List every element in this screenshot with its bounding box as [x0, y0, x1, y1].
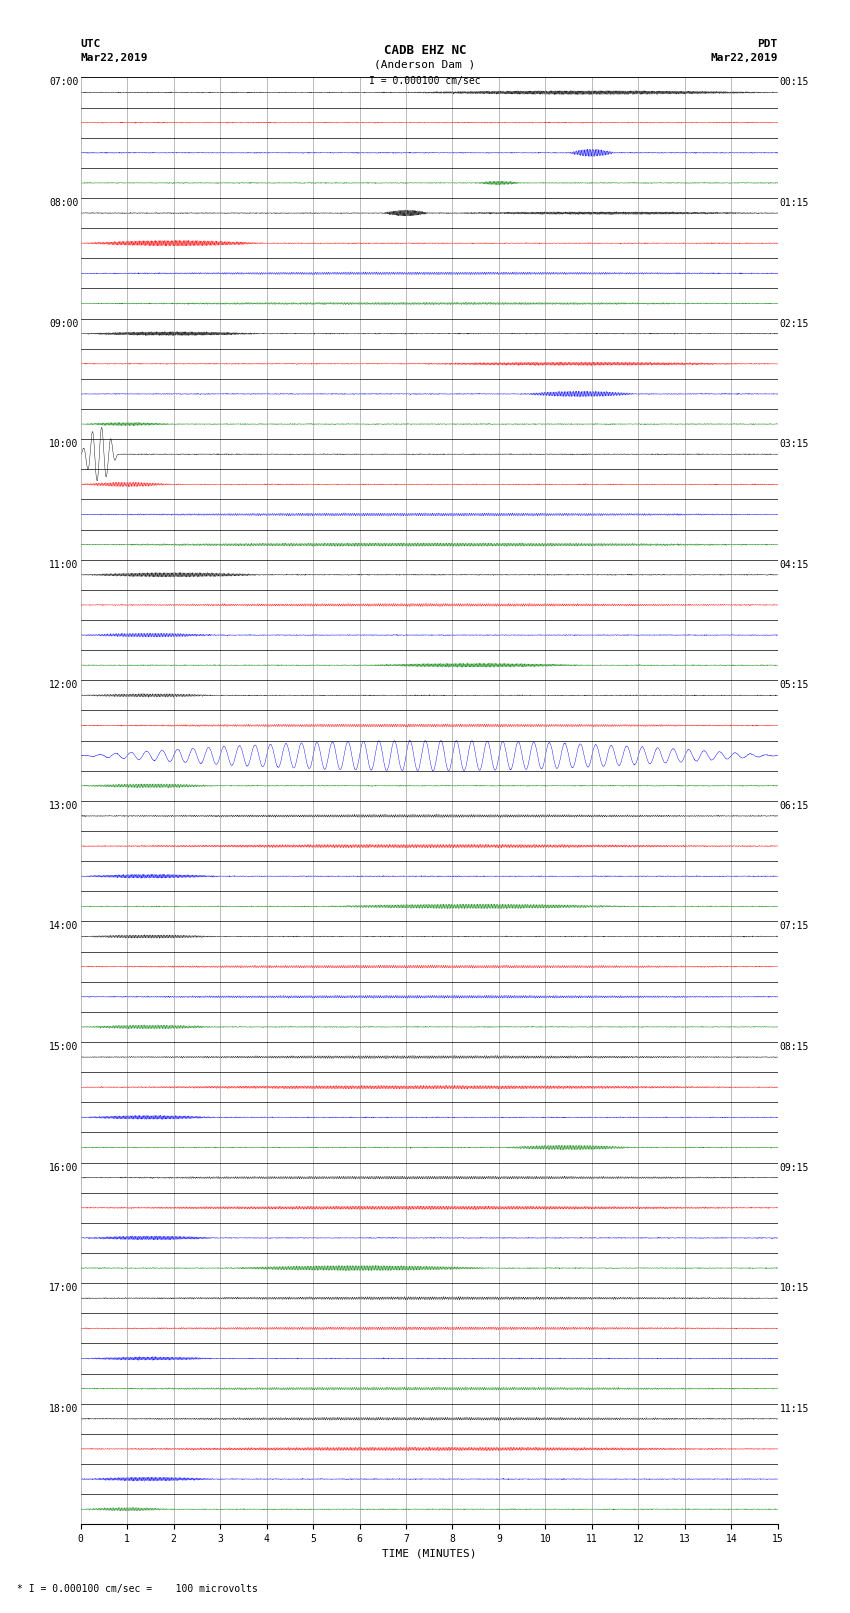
Text: 17:00: 17:00 [49, 1284, 79, 1294]
Text: 16:00: 16:00 [49, 1163, 79, 1173]
Text: 10:15: 10:15 [779, 1284, 809, 1294]
Text: * I = 0.000100 cm/sec =    100 microvolts: * I = 0.000100 cm/sec = 100 microvolts [17, 1584, 258, 1594]
Text: Mar22,2019: Mar22,2019 [81, 53, 148, 63]
Text: 08:00: 08:00 [49, 198, 79, 208]
Text: 05:15: 05:15 [779, 681, 809, 690]
Text: 01:15: 01:15 [779, 198, 809, 208]
Text: (Anderson Dam ): (Anderson Dam ) [374, 60, 476, 69]
Text: 07:15: 07:15 [779, 921, 809, 931]
Text: 14:00: 14:00 [49, 921, 79, 931]
Text: 04:15: 04:15 [779, 560, 809, 569]
Text: 09:00: 09:00 [49, 319, 79, 329]
Text: 15:00: 15:00 [49, 1042, 79, 1052]
Text: 13:00: 13:00 [49, 800, 79, 811]
Text: 09:15: 09:15 [779, 1163, 809, 1173]
Text: 02:15: 02:15 [779, 319, 809, 329]
Text: 18:00: 18:00 [49, 1403, 79, 1413]
Text: I = 0.000100 cm/sec: I = 0.000100 cm/sec [369, 76, 481, 85]
Text: 06:15: 06:15 [779, 800, 809, 811]
Text: 07:00: 07:00 [49, 77, 79, 87]
Text: 11:00: 11:00 [49, 560, 79, 569]
Text: 10:00: 10:00 [49, 439, 79, 448]
Text: UTC: UTC [81, 39, 101, 48]
Text: 08:15: 08:15 [779, 1042, 809, 1052]
Text: PDT: PDT [757, 39, 778, 48]
X-axis label: TIME (MINUTES): TIME (MINUTES) [382, 1548, 477, 1558]
Text: 11:15: 11:15 [779, 1403, 809, 1413]
Text: 03:15: 03:15 [779, 439, 809, 448]
Text: 00:15: 00:15 [779, 77, 809, 87]
Text: Mar22,2019: Mar22,2019 [711, 53, 778, 63]
Text: 12:00: 12:00 [49, 681, 79, 690]
Text: CADB EHZ NC: CADB EHZ NC [383, 44, 467, 56]
